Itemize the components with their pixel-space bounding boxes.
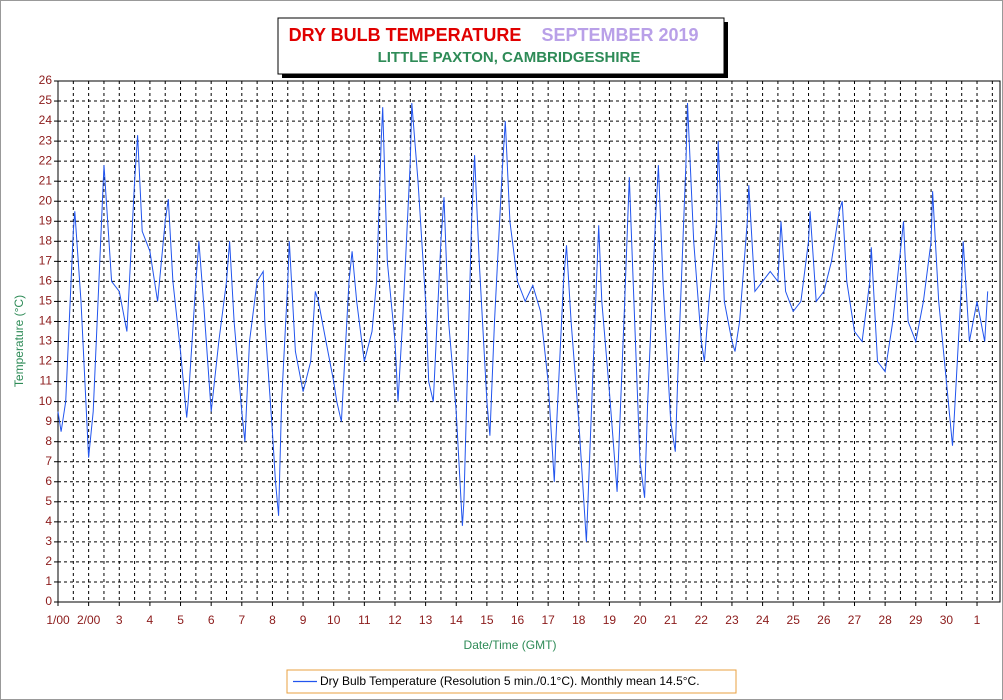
y-tick-label: 19 bbox=[39, 213, 53, 227]
chart-subtitle: LITTLE PAXTON, CAMBRIDGESHIRE bbox=[378, 49, 641, 66]
x-tick-label: 17 bbox=[541, 613, 555, 627]
x-tick-label: 18 bbox=[572, 613, 586, 627]
x-tick-label: 10 bbox=[327, 613, 341, 627]
y-tick-label: 15 bbox=[39, 294, 53, 308]
y-tick-label: 14 bbox=[39, 314, 53, 328]
x-tick-label: 27 bbox=[848, 613, 862, 627]
y-tick-label: 7 bbox=[45, 454, 52, 468]
x-tick-label: 29 bbox=[909, 613, 923, 627]
y-tick-label: 18 bbox=[39, 233, 53, 247]
x-tick-label: 28 bbox=[878, 613, 892, 627]
y-tick-label: 6 bbox=[45, 474, 52, 488]
y-tick-label: 12 bbox=[39, 354, 53, 368]
y-tick-label: 16 bbox=[39, 274, 53, 288]
x-tick-label: 1 bbox=[974, 613, 981, 627]
y-tick-label: 21 bbox=[39, 173, 53, 187]
y-tick-label: 13 bbox=[39, 334, 53, 348]
x-tick-label: 20 bbox=[633, 613, 647, 627]
x-tick-label: 22 bbox=[695, 613, 709, 627]
x-tick-label: 6 bbox=[208, 613, 215, 627]
x-tick-label: 13 bbox=[419, 613, 433, 627]
x-tick-label: 1/00 bbox=[46, 613, 70, 627]
title-box bbox=[277, 17, 725, 75]
y-tick-label: 11 bbox=[40, 374, 53, 388]
x-tick-label: 8 bbox=[269, 613, 276, 627]
x-tick-label: 3 bbox=[116, 613, 123, 627]
plot-border bbox=[57, 80, 1001, 603]
x-tick-label: 15 bbox=[480, 613, 494, 627]
y-tick-label: 2 bbox=[45, 554, 52, 568]
chart-date: SEPTEMBER 2019 bbox=[541, 25, 698, 45]
y-tick-label: 23 bbox=[39, 133, 53, 147]
x-axis-label: Date/Time (GMT) bbox=[464, 638, 557, 652]
y-axis-label: Temperature (°C) bbox=[12, 295, 26, 387]
x-tick-label: 4 bbox=[147, 613, 154, 627]
legend-label: Dry Bulb Temperature (Resolution 5 min./… bbox=[320, 674, 700, 688]
y-tick-label: 3 bbox=[45, 534, 52, 548]
x-tick-label: 30 bbox=[940, 613, 954, 627]
x-tick-label: 2/00 bbox=[77, 613, 101, 627]
y-tick-label: 22 bbox=[39, 153, 53, 167]
y-tick-label: 24 bbox=[39, 113, 53, 127]
y-tick-label: 17 bbox=[39, 254, 53, 268]
chart-title: DRY BULB TEMPERATURE bbox=[289, 25, 522, 45]
y-tick-label: 1 bbox=[45, 574, 52, 588]
x-tick-label: 12 bbox=[388, 613, 402, 627]
legend-box bbox=[286, 669, 737, 694]
x-tick-label: 21 bbox=[664, 613, 678, 627]
x-tick-label: 11 bbox=[358, 613, 371, 627]
y-tick-label: 8 bbox=[45, 434, 52, 448]
y-tick-label: 9 bbox=[45, 414, 52, 428]
y-tick-label: 0 bbox=[45, 594, 52, 608]
temperature-line bbox=[57, 102, 989, 542]
x-tick-label: 5 bbox=[177, 613, 184, 627]
x-tick-label: 19 bbox=[603, 613, 617, 627]
y-tick-label: 4 bbox=[45, 514, 52, 528]
y-tick-label: 25 bbox=[39, 93, 53, 107]
x-tick-label: 7 bbox=[238, 613, 245, 627]
y-tick-label: 10 bbox=[39, 394, 53, 408]
y-tick-label: 5 bbox=[45, 494, 52, 508]
x-tick-label: 9 bbox=[300, 613, 307, 627]
x-tick-label: 26 bbox=[817, 613, 831, 627]
x-tick-label: 16 bbox=[511, 613, 525, 627]
y-tick-label: 26 bbox=[39, 73, 53, 87]
x-tick-label: 25 bbox=[787, 613, 801, 627]
x-tick-label: 24 bbox=[756, 613, 770, 627]
x-tick-label: 14 bbox=[450, 613, 464, 627]
x-tick-label: 23 bbox=[725, 613, 739, 627]
y-tick-label: 20 bbox=[39, 193, 53, 207]
